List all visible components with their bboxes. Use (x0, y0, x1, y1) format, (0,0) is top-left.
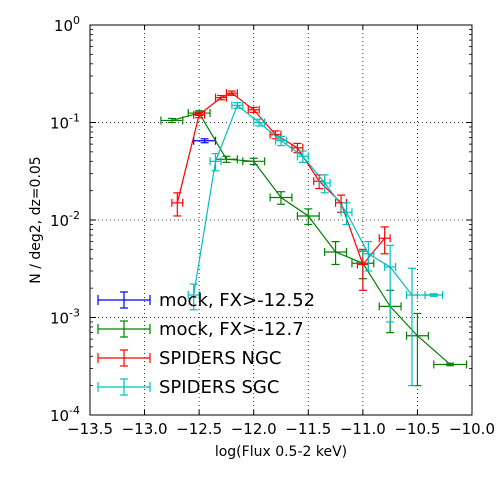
data-point (193, 136, 217, 145)
data-point (247, 105, 260, 114)
data-point (171, 192, 184, 217)
data-point (340, 202, 353, 226)
data-point (214, 155, 238, 164)
data-point (214, 93, 228, 102)
legend-item: mock, FX>-12.7 (97, 319, 304, 340)
data-point (324, 241, 348, 266)
data-point (405, 312, 429, 387)
y-tick-label: 10-3 (50, 307, 80, 328)
x-tick-label: −13.5 (67, 420, 113, 438)
data-point (193, 110, 206, 119)
legend: mock, FX>-12.52 mock, FX>-12.7 SPIDERS NGC… (97, 290, 315, 398)
legend-label: SPIDERS NGC (159, 348, 281, 369)
y-axis-label: N / deg2, dz=0.05 (28, 156, 44, 283)
y-tick-label: 10-4 (50, 404, 80, 425)
legend-label: mock, FX>-12.7 (159, 319, 304, 340)
data-point (362, 241, 375, 272)
data-point (433, 360, 468, 369)
data-point (160, 116, 184, 125)
data-point (405, 267, 419, 387)
y-tick-label: 100 (54, 14, 80, 35)
series-0 (193, 136, 217, 145)
x-tick-label: −12.0 (231, 420, 277, 438)
data-point (296, 208, 320, 226)
data-point (296, 150, 309, 163)
series-1 (160, 109, 468, 387)
x-tick-label: −12.5 (176, 420, 222, 438)
data-point (242, 157, 266, 166)
x-tick-label: −10.0 (449, 420, 495, 438)
x-tick-label: −10.5 (394, 420, 440, 438)
data-point (318, 174, 331, 194)
data-point (378, 226, 391, 255)
x-tick-label: −13.0 (122, 420, 168, 438)
series-line (193, 104, 434, 296)
data-point (209, 152, 222, 172)
series-line (176, 92, 386, 266)
series-3 (187, 101, 444, 387)
x-tick-label: −11.0 (340, 420, 386, 438)
data-point (384, 244, 397, 323)
legend-item: SPIDERS NGC (97, 348, 281, 369)
data-point (231, 101, 244, 110)
x-axis-label: log(Flux 0.5-2 keV) (215, 444, 347, 460)
data-point (424, 291, 444, 300)
data-point (253, 118, 266, 127)
x-tick-label: −11.5 (285, 420, 331, 438)
series-2 (171, 89, 391, 291)
legend-item: SPIDERS SGC (97, 377, 279, 398)
y-tick-label: 10-1 (50, 112, 80, 133)
data-point (187, 283, 200, 311)
data-point (274, 135, 288, 147)
legend-label: SPIDERS SGC (159, 377, 279, 398)
legend-item: mock, FX>-12.52 (97, 290, 315, 311)
y-tick-label: 10-2 (50, 209, 80, 230)
plot-area (160, 89, 468, 387)
axes: −13.5 −13.0 −12.5 −12.0 −11.5 −11.0 −10.5 −10.0… (50, 14, 495, 438)
data-point (269, 191, 293, 205)
data-point (225, 89, 238, 98)
legend-label: mock, FX>-12.52 (159, 290, 315, 311)
